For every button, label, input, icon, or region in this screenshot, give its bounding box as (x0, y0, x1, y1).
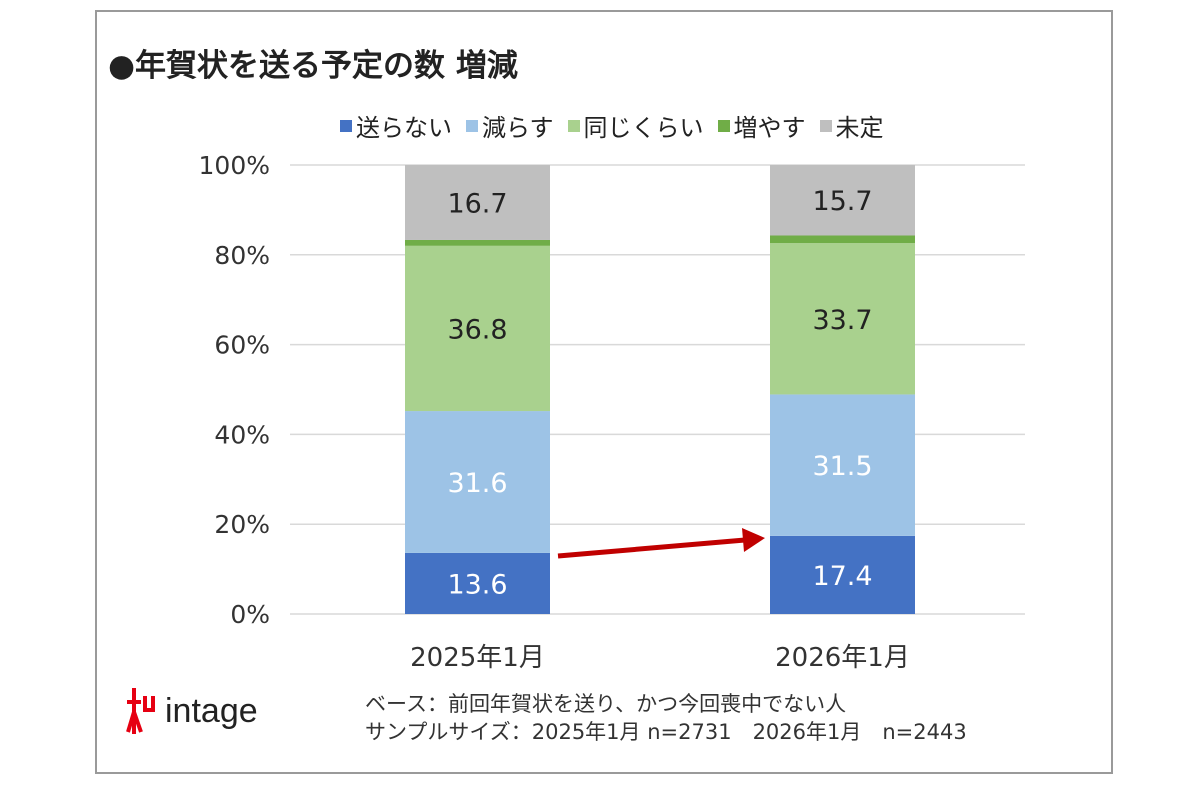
data-label: 31.5 (812, 451, 872, 482)
note-base: ベース：前回年賀状を送り、かつ今回喪中でない人 (365, 692, 847, 716)
intage-logo-mark-icon (126, 688, 155, 734)
bar-segment (405, 245, 550, 412)
y-tick-label: 80% (214, 241, 270, 270)
legend-swatch (717, 119, 730, 132)
chart-frame (95, 10, 1113, 774)
legend-item: 増やす (717, 108, 806, 143)
data-label: 15.7 (812, 186, 872, 217)
legend-label: 同じくらい (583, 114, 704, 142)
footnotes: ベース：前回年賀状を送り、かつ今回喪中でない人 サンプルサイズ：2025年1月 … (365, 690, 967, 746)
y-tick-label: 40% (214, 420, 270, 449)
bar-segment (770, 243, 915, 395)
arrow-head-icon (742, 528, 765, 552)
data-label: 13.6 (447, 569, 507, 600)
bar-segment (770, 165, 915, 236)
data-label: 36.8 (447, 314, 507, 345)
x-tick-label: 2025年1月 (410, 643, 545, 673)
legend-label: 減らす (482, 114, 554, 142)
y-tick-label: 20% (214, 510, 270, 539)
legend-swatch (340, 119, 352, 132)
note-sample-size: サンプルサイズ：2025年1月 n=2731 2026年1月 n=2443 (365, 720, 967, 744)
legend: 送らない 減らす 同じくらい 増やす 未定 (340, 108, 884, 143)
data-label: 33.7 (812, 305, 872, 336)
legend-swatch (466, 119, 478, 132)
legend-item: 送らない (340, 108, 452, 143)
legend-swatch (819, 119, 832, 132)
logo-text: intage (165, 691, 258, 730)
y-tick-label: 100% (199, 151, 270, 180)
x-tick-label: 2026年1月 (775, 643, 910, 673)
y-tick-label: 60% (214, 331, 270, 360)
bar-segment (405, 239, 550, 246)
chart-title: ●年賀状を送る予定の数 増減 (108, 48, 518, 84)
bar-segment (770, 535, 915, 614)
bar-segment (405, 165, 550, 240)
bar-segment (770, 394, 915, 536)
legend-item: 未定 (819, 108, 884, 143)
bar-segment (405, 552, 550, 614)
intage-logo: intage (125, 686, 258, 736)
y-tick-label: 0% (230, 600, 270, 629)
bar-segment (405, 411, 550, 553)
legend-label: 送らない (356, 114, 452, 142)
data-label: 16.7 (447, 188, 507, 219)
legend-item: 同じくらい (567, 108, 704, 143)
data-label: 31.6 (447, 468, 507, 499)
arrow-annotation (557, 537, 746, 559)
legend-item: 減らす (466, 108, 554, 143)
legend-label: 未定 (835, 114, 884, 142)
legend-swatch (567, 119, 580, 132)
data-label: 17.4 (812, 561, 872, 592)
bar-segment (770, 235, 915, 244)
legend-label: 増やす (733, 114, 806, 142)
